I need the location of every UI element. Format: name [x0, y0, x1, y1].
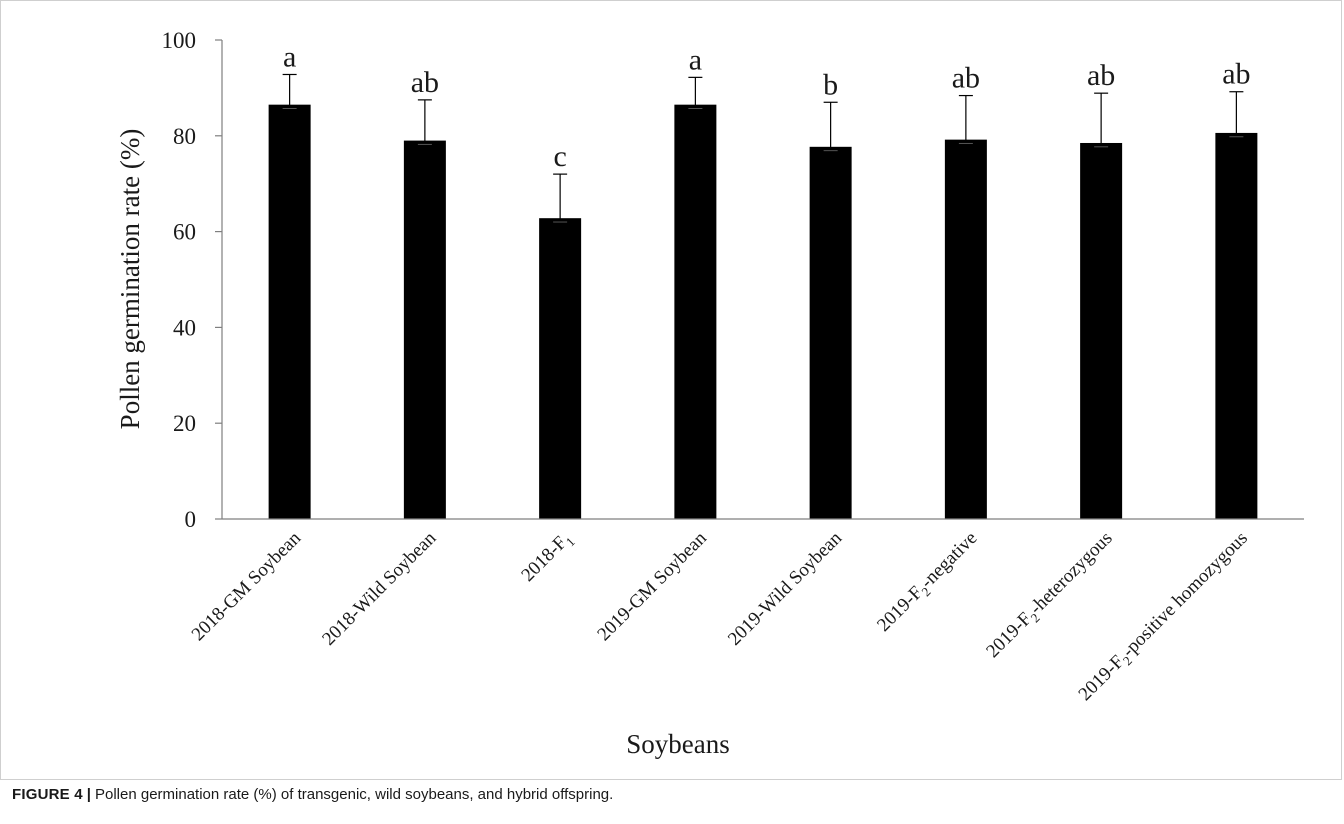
error-bar	[688, 76, 703, 109]
figure-label: FIGURE 4	[12, 786, 83, 803]
significance-letter: c	[553, 140, 566, 173]
significance-letter: b	[823, 68, 838, 101]
y-tick-label: 100	[162, 28, 197, 53]
bar	[403, 140, 446, 519]
bar	[674, 104, 717, 519]
caption-text: Pollen germination rate (%) of transgeni…	[94, 786, 614, 803]
x-tick-label: 2018-GM Soybean	[188, 527, 306, 645]
error-bar	[417, 99, 432, 145]
significance-letter: ab	[1222, 58, 1250, 91]
bar	[1080, 142, 1123, 520]
bar	[268, 104, 311, 519]
x-tick-labels-group: 2018-GM Soybean 2018-Wild Soybean 2018-F1 2…	[188, 527, 1252, 705]
figure-caption: FIGURE 4 | Pollen germination rate (%) of …	[12, 786, 1332, 803]
y-tick-label: 80	[173, 124, 196, 149]
x-tick-label: 2018-Wild Soybean	[318, 527, 440, 649]
error-bar	[823, 101, 838, 152]
error-bar	[553, 173, 568, 223]
bars-group	[268, 104, 1258, 520]
axes-group	[221, 40, 1304, 520]
significance-letter: ab	[1087, 59, 1115, 92]
caption-separator: |	[86, 786, 91, 803]
figure-frame: a ab c a b ab ab ab 0 20 40 60 80 100 2018-GM Soybea…	[0, 0, 1342, 780]
bar	[944, 139, 987, 519]
x-tick-label: 2018-F1	[517, 528, 577, 588]
y-tick-label: 40	[173, 315, 196, 340]
error-bars-group	[282, 73, 1244, 223]
y-axis-label: Pollen germination rate (%)	[115, 129, 145, 430]
error-bar	[958, 94, 973, 144]
x-axis-label: Soybeans	[626, 729, 730, 759]
error-bar	[282, 73, 297, 109]
error-bar	[1094, 92, 1109, 148]
x-tick-label: 2019-Wild Soybean	[724, 527, 846, 649]
significance-letter: a	[283, 40, 296, 73]
error-bar	[1229, 91, 1244, 138]
bar	[809, 146, 852, 519]
significance-letter: a	[689, 43, 702, 76]
y-tick-label: 20	[173, 411, 196, 436]
y-tick-label: 0	[185, 507, 197, 532]
y-ticks-group: 0 20 40 60 80 100	[162, 28, 222, 532]
bar	[1215, 132, 1258, 519]
significance-letter: ab	[411, 66, 439, 99]
y-tick-label: 60	[173, 220, 196, 245]
bar	[539, 218, 582, 520]
significance-letter: ab	[952, 62, 980, 95]
x-tick-label: 2019-F2-negative	[873, 528, 983, 638]
x-tick-label: 2019-GM Soybean	[593, 527, 711, 645]
x-tick-label: 2019-F2-heterozygous	[982, 528, 1119, 665]
